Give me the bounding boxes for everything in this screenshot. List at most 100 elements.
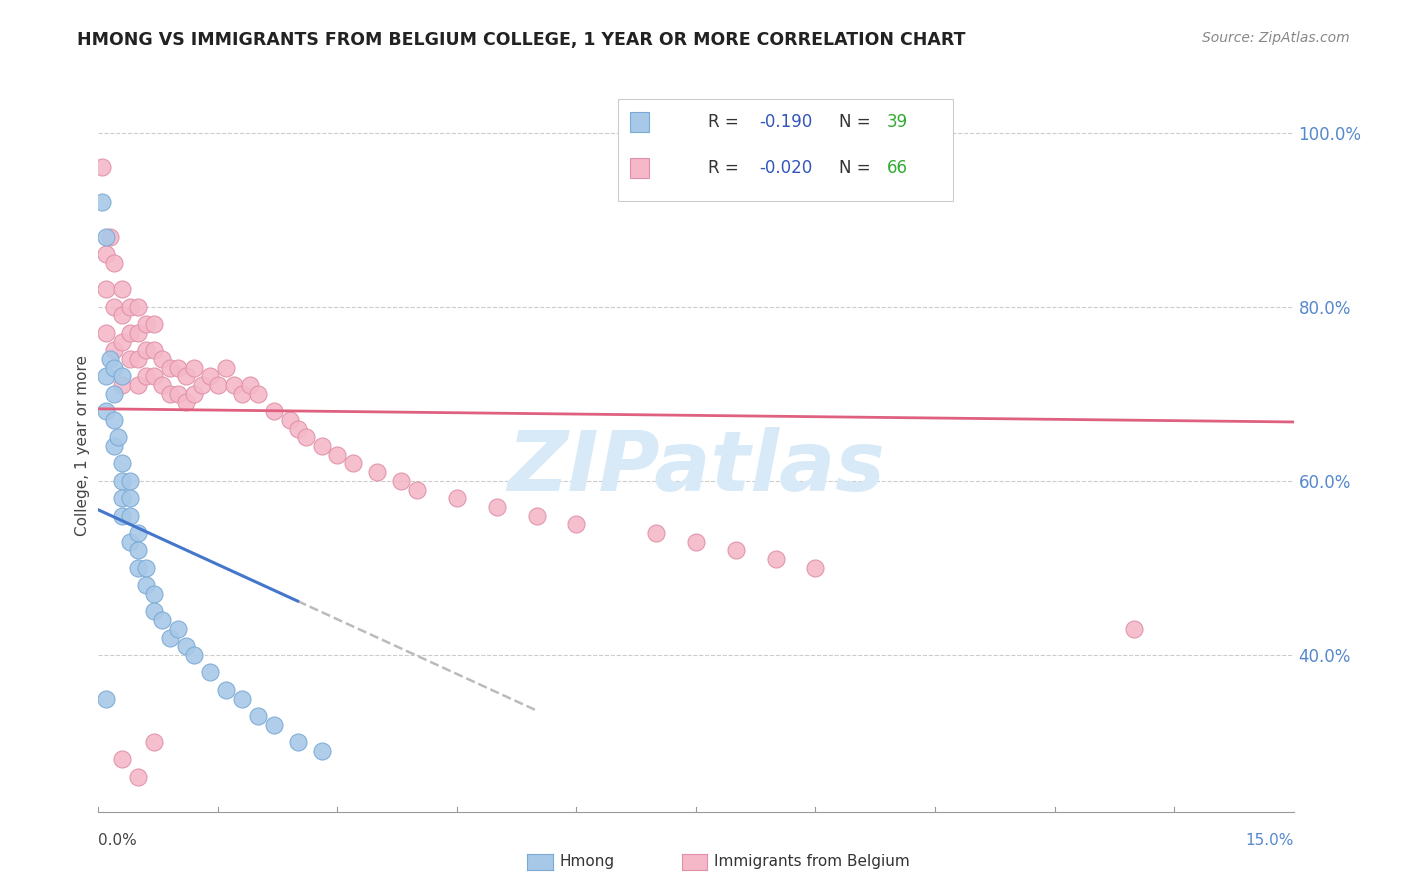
Point — [120, 491, 142, 506]
Point — [96, 282, 118, 296]
Point — [311, 439, 333, 453]
Point — [103, 343, 125, 358]
Text: R =: R = — [709, 159, 744, 177]
Point — [167, 360, 190, 375]
Point — [96, 326, 118, 340]
Point — [246, 386, 269, 401]
Point — [167, 386, 190, 401]
Point — [183, 360, 205, 375]
Point — [167, 622, 190, 636]
Point — [111, 282, 134, 296]
Point — [120, 300, 142, 314]
Y-axis label: College, 1 year or more: College, 1 year or more — [75, 356, 90, 536]
Point — [143, 735, 166, 749]
Point — [198, 369, 221, 384]
Point — [143, 369, 166, 384]
Text: 66: 66 — [887, 159, 908, 177]
Point — [103, 386, 125, 401]
Point — [198, 665, 221, 680]
Point — [135, 343, 157, 358]
Text: 0.0%: 0.0% — [98, 833, 138, 848]
Point — [111, 309, 134, 323]
Point — [183, 648, 205, 662]
Point — [127, 770, 149, 784]
Point — [135, 317, 157, 331]
Point — [103, 300, 125, 314]
Point — [111, 508, 134, 523]
Point — [565, 517, 588, 532]
Point — [150, 378, 173, 392]
Point — [96, 247, 118, 261]
Point — [103, 256, 125, 270]
Point — [143, 604, 166, 618]
Text: HMONG VS IMMIGRANTS FROM BELGIUM COLLEGE, 1 YEAR OR MORE CORRELATION CHART: HMONG VS IMMIGRANTS FROM BELGIUM COLLEGE… — [77, 31, 966, 49]
Point — [311, 744, 333, 758]
Point — [724, 543, 747, 558]
Point — [485, 500, 508, 514]
Text: Source: ZipAtlas.com: Source: ZipAtlas.com — [1202, 31, 1350, 45]
Point — [231, 386, 253, 401]
Point — [389, 474, 412, 488]
Point — [287, 421, 309, 435]
Point — [127, 543, 149, 558]
Point — [207, 378, 229, 392]
Point — [135, 578, 157, 592]
Point — [111, 378, 134, 392]
Point — [526, 508, 548, 523]
Point — [326, 448, 349, 462]
Point — [103, 360, 125, 375]
Point — [120, 326, 142, 340]
Point — [127, 561, 149, 575]
Point — [159, 386, 181, 401]
Point — [127, 326, 149, 340]
Point — [342, 457, 364, 471]
Text: -0.020: -0.020 — [759, 159, 813, 177]
Point — [765, 552, 787, 566]
Text: 15.0%: 15.0% — [1246, 833, 1294, 848]
Point — [96, 369, 118, 384]
Point — [91, 195, 114, 210]
Point — [366, 465, 388, 479]
Point — [120, 351, 142, 366]
Point — [406, 483, 429, 497]
Point — [446, 491, 468, 506]
Point — [111, 457, 134, 471]
FancyBboxPatch shape — [630, 158, 648, 178]
Point — [174, 369, 197, 384]
Point — [135, 369, 157, 384]
FancyBboxPatch shape — [619, 99, 953, 201]
Point — [91, 161, 114, 175]
Point — [150, 613, 173, 627]
Point — [263, 404, 285, 418]
Text: Immigrants from Belgium: Immigrants from Belgium — [714, 855, 910, 869]
Point — [159, 360, 181, 375]
Point — [127, 300, 149, 314]
Point — [263, 717, 285, 731]
Point — [98, 351, 122, 366]
Point — [143, 317, 166, 331]
Point — [804, 561, 827, 575]
Point — [215, 360, 238, 375]
Point — [98, 230, 122, 244]
Point — [111, 334, 134, 349]
Text: N =: N = — [839, 159, 876, 177]
Point — [120, 508, 142, 523]
Point — [215, 682, 238, 697]
Point — [645, 526, 668, 541]
Point — [246, 709, 269, 723]
Text: N =: N = — [839, 113, 876, 131]
Point — [96, 230, 118, 244]
Point — [287, 735, 309, 749]
Text: 39: 39 — [887, 113, 908, 131]
Point — [143, 587, 166, 601]
Point — [127, 378, 149, 392]
Text: Hmong: Hmong — [560, 855, 614, 869]
Point — [222, 378, 245, 392]
Point — [143, 343, 166, 358]
Point — [135, 561, 157, 575]
Point — [159, 631, 181, 645]
Point — [107, 430, 129, 444]
Point — [111, 491, 134, 506]
Point — [174, 640, 197, 654]
Point — [191, 378, 214, 392]
